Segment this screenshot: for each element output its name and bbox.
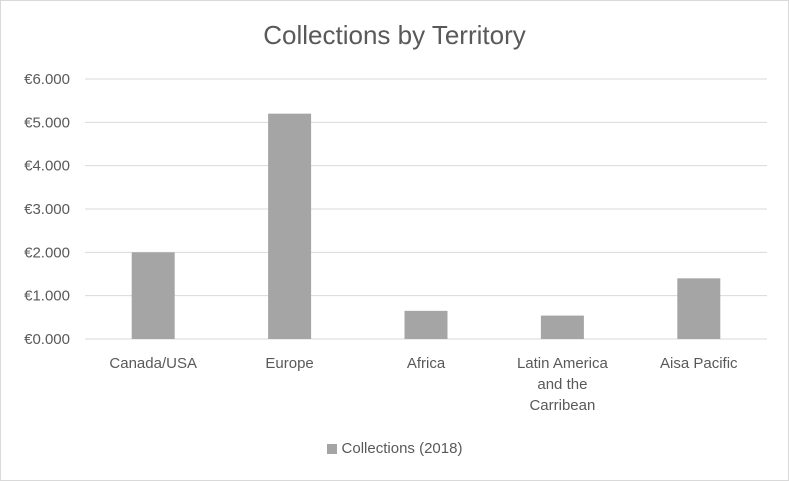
bar xyxy=(268,113,312,340)
bar xyxy=(677,278,721,339)
y-tick-label: €2.000 xyxy=(24,244,70,261)
y-tick-label: €4.000 xyxy=(24,158,70,175)
x-tick-label: Canada/USA xyxy=(109,355,197,372)
bar xyxy=(131,252,175,339)
chart-title: Collections by Territory xyxy=(263,20,526,50)
x-tick-label: Europe xyxy=(265,355,313,372)
y-tick-label: €3.000 xyxy=(24,201,70,218)
y-tick-label: €0.000 xyxy=(24,331,70,348)
x-tick-label: Aisa Pacific xyxy=(660,355,738,372)
y-tick-label: €1.000 xyxy=(24,288,70,305)
x-tick-label: Latin America and the Carribean xyxy=(517,355,609,414)
bar xyxy=(404,310,448,339)
y-tick-label: €6.000 xyxy=(24,71,70,88)
bar xyxy=(540,315,584,339)
y-tick-label: €5.000 xyxy=(24,114,70,131)
legend-label: Collections (2018) xyxy=(341,440,463,457)
legend: Collections (2018) xyxy=(0,440,789,457)
legend-swatch xyxy=(326,443,337,454)
x-tick-label: Africa xyxy=(407,355,446,372)
